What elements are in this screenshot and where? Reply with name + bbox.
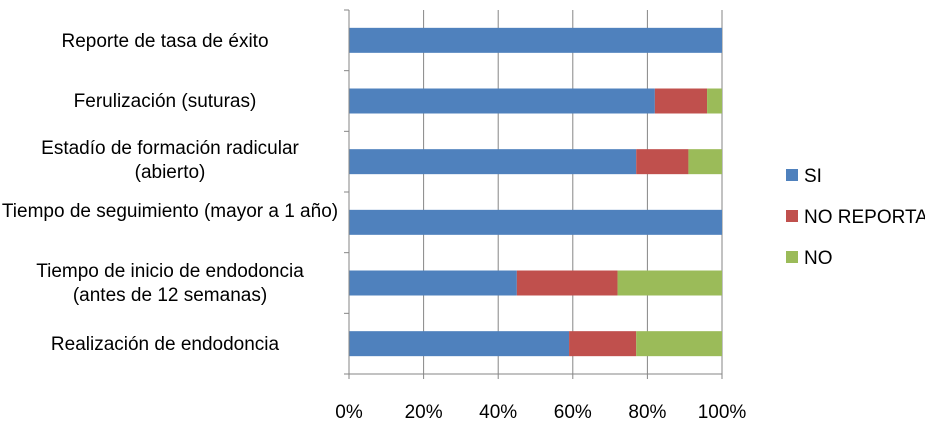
x-tick-label: 80% bbox=[628, 402, 666, 422]
bar-segment bbox=[516, 270, 618, 296]
legend-swatch bbox=[786, 210, 798, 222]
category-label: Reporte de tasa de éxito bbox=[61, 31, 269, 52]
bar-segment bbox=[636, 331, 722, 357]
bar-segment bbox=[349, 331, 570, 357]
category-label: Tiempo de inicio de endodoncia (antes de… bbox=[36, 261, 304, 306]
bar-segment bbox=[349, 270, 517, 296]
bar-segment bbox=[636, 149, 689, 175]
bar-segment bbox=[707, 88, 722, 114]
category-label: Ferulización (suturas) bbox=[73, 91, 257, 112]
bar-segment bbox=[349, 88, 655, 114]
legend-label: NO REPORTA bbox=[804, 207, 925, 228]
category-label: Realización de endodoncia bbox=[50, 334, 280, 355]
bar-segment bbox=[349, 149, 637, 175]
x-tick-label: 20% bbox=[405, 402, 443, 422]
bar-segment bbox=[617, 270, 722, 296]
x-tick-label: 60% bbox=[554, 402, 592, 422]
legend-label: SI bbox=[804, 166, 822, 187]
bar-segment bbox=[349, 27, 722, 53]
category-label: Tiempo de seguimiento (mayor a 1 año) bbox=[1, 201, 339, 222]
bar-segment bbox=[349, 209, 722, 235]
legend-swatch bbox=[786, 251, 798, 263]
bar-segment bbox=[688, 149, 722, 175]
legend-swatch bbox=[786, 169, 798, 181]
x-tick-label: 40% bbox=[479, 402, 517, 422]
category-label: Estadío de formación radicular (abierto) bbox=[41, 138, 299, 183]
x-tick-label: 100% bbox=[698, 402, 747, 422]
legend-label: NO bbox=[804, 248, 833, 269]
x-tick-label: 0% bbox=[335, 402, 363, 422]
bar-segment bbox=[654, 88, 708, 114]
bar-segment bbox=[569, 331, 637, 357]
